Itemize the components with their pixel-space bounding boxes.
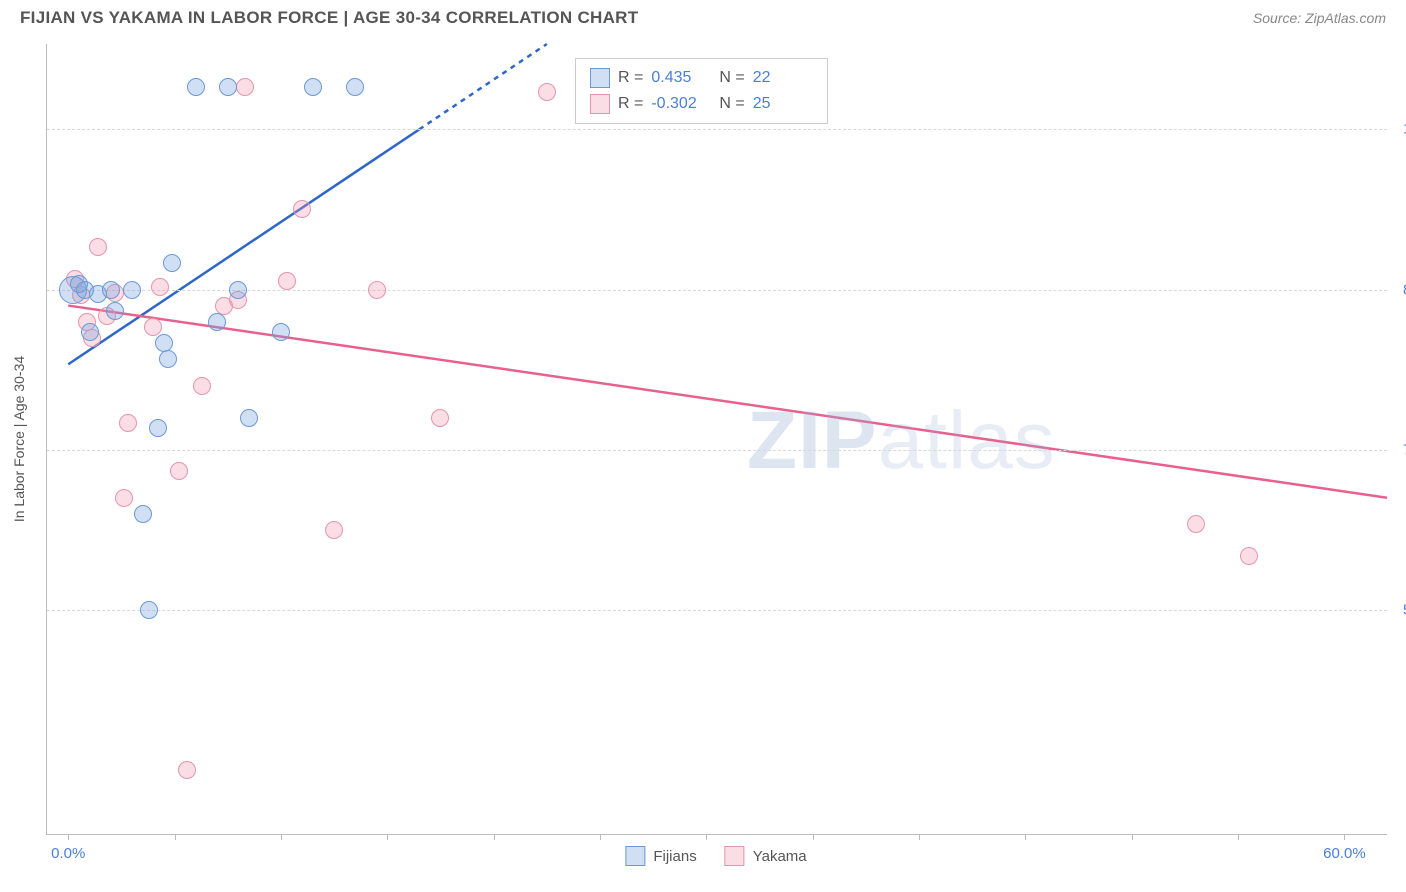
x-tick: [175, 834, 176, 840]
legend-label: Yakama: [753, 848, 807, 865]
r-label: R =: [618, 65, 643, 91]
yakama-point: [278, 272, 296, 290]
x-tick-label: 60.0%: [1323, 845, 1366, 862]
yakama-point: [236, 78, 254, 96]
fijians-point: [81, 323, 99, 341]
x-tick: [1238, 834, 1239, 840]
fijians-point: [240, 409, 258, 427]
yakama-point: [178, 761, 196, 779]
legend-swatch: [590, 68, 610, 88]
n-value: 22: [753, 65, 813, 91]
y-tick-label: 85.0%: [1391, 281, 1406, 298]
legend-swatch: [625, 846, 645, 866]
x-tick-label: 0.0%: [51, 845, 85, 862]
series-legend: Fijians Yakama: [625, 846, 806, 866]
x-tick: [1025, 834, 1026, 840]
legend-corr-row: R = 0.435 N = 22: [590, 65, 813, 91]
yakama-point: [115, 489, 133, 507]
yakama-point: [89, 238, 107, 256]
yakama-point: [431, 409, 449, 427]
fijians-point: [219, 78, 237, 96]
yakama-point: [325, 521, 343, 539]
x-tick: [706, 834, 707, 840]
y-axis-title: In Labor Force | Age 30-34: [11, 356, 27, 522]
fijians-point: [304, 78, 322, 96]
fijians-point: [346, 78, 364, 96]
n-label: N =: [719, 65, 744, 91]
x-tick: [68, 834, 69, 840]
watermark: ZIPatlas: [747, 394, 1056, 488]
r-label: R =: [618, 91, 643, 117]
x-tick: [919, 834, 920, 840]
fijians-point: [134, 505, 152, 523]
chart-title: FIJIAN VS YAKAMA IN LABOR FORCE | AGE 30…: [20, 8, 638, 28]
r-value: -0.302: [651, 91, 711, 117]
fijians-point: [229, 281, 247, 299]
legend-item: Yakama: [725, 846, 807, 866]
fijians-point: [272, 323, 290, 341]
legend-swatch: [590, 94, 610, 114]
chart-header: FIJIAN VS YAKAMA IN LABOR FORCE | AGE 30…: [0, 0, 1406, 32]
fijians-point: [163, 254, 181, 272]
legend-label: Fijians: [653, 848, 696, 865]
y-tick-label: 70.0%: [1391, 441, 1406, 458]
y-tick-label: 100.0%: [1391, 121, 1406, 138]
yakama-point: [1187, 515, 1205, 533]
legend-corr-row: R = -0.302 N = 25: [590, 91, 813, 117]
r-value: 0.435: [651, 65, 711, 91]
x-tick: [600, 834, 601, 840]
fijians-point: [208, 313, 226, 331]
legend-swatch: [725, 846, 745, 866]
x-tick: [387, 834, 388, 840]
yakama-point: [144, 318, 162, 336]
yakama-point: [170, 462, 188, 480]
fijians-point: [187, 78, 205, 96]
gridline-h: [47, 129, 1387, 130]
fijians-point: [159, 350, 177, 368]
yakama-point: [193, 377, 211, 395]
gridline-h: [47, 450, 1387, 451]
fijians-point: [106, 302, 124, 320]
gridline-h: [47, 610, 1387, 611]
n-label: N =: [719, 91, 744, 117]
fijians-point: [140, 601, 158, 619]
regression-lines: [47, 44, 1387, 834]
yakama-point: [368, 281, 386, 299]
fijians-point: [123, 281, 141, 299]
yakama-point: [119, 414, 137, 432]
legend-item: Fijians: [625, 846, 696, 866]
x-tick: [813, 834, 814, 840]
y-tick-label: 55.0%: [1391, 601, 1406, 618]
fijians-point: [149, 419, 167, 437]
n-value: 25: [753, 91, 813, 117]
yakama-point: [151, 278, 169, 296]
source-label: Source: ZipAtlas.com: [1253, 10, 1386, 26]
chart-area: In Labor Force | Age 30-34 ZIPatlas R =0…: [46, 44, 1386, 834]
gridline-h: [47, 290, 1387, 291]
x-tick: [1344, 834, 1345, 840]
yakama-point: [538, 83, 556, 101]
correlation-legend: R = 0.435 N = 22 R = -0.302 N = 25: [575, 58, 828, 124]
yakama-point: [293, 200, 311, 218]
x-tick: [494, 834, 495, 840]
fijians-point: [102, 281, 120, 299]
plot-area: In Labor Force | Age 30-34 ZIPatlas R =0…: [46, 44, 1387, 835]
x-tick: [281, 834, 282, 840]
yakama-point: [1240, 547, 1258, 565]
x-tick: [1132, 834, 1133, 840]
